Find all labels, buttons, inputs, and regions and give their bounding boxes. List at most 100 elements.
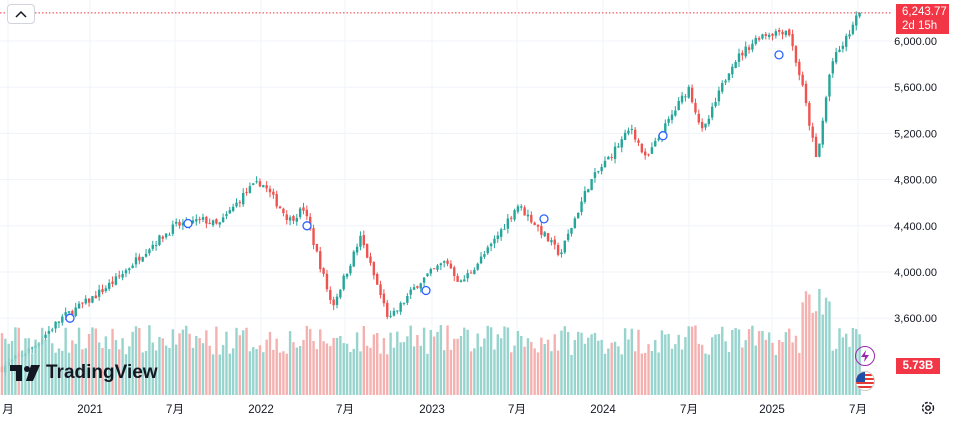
candle-down xyxy=(446,260,449,264)
candle-up xyxy=(563,240,566,253)
volume-bar xyxy=(623,328,627,395)
gear-icon[interactable] xyxy=(918,398,938,418)
volume-bar xyxy=(747,329,751,395)
volume-bar xyxy=(379,353,382,395)
candle-down xyxy=(278,206,282,209)
lightning-glyph xyxy=(861,350,869,362)
candle-down xyxy=(416,286,419,288)
candle-up xyxy=(818,143,821,157)
volume-bar xyxy=(664,334,667,395)
volume-bar xyxy=(556,350,560,395)
candle-up xyxy=(734,62,737,69)
event-marker xyxy=(183,218,193,229)
us-flag-icon[interactable] xyxy=(855,371,875,391)
candle-up xyxy=(77,303,81,309)
candle-up xyxy=(463,279,466,282)
volume-bar xyxy=(412,346,416,395)
volume-bar xyxy=(121,338,124,395)
volume-bar xyxy=(376,332,379,395)
volume-bar xyxy=(386,354,389,395)
volume-bar xyxy=(108,349,111,395)
candle-up xyxy=(459,280,463,283)
candle-up xyxy=(335,296,339,305)
volume-bar xyxy=(530,341,533,395)
candle-up xyxy=(587,189,590,193)
candle-down xyxy=(369,256,372,263)
volume-bar xyxy=(560,330,563,395)
volume-bar xyxy=(791,342,794,395)
candle-up xyxy=(714,101,717,107)
volume-bar xyxy=(778,340,781,395)
volume-bar xyxy=(345,343,349,395)
volume-bar xyxy=(697,343,700,395)
volume-bar xyxy=(302,340,305,395)
tradingview-logo[interactable]: TradingView xyxy=(10,362,158,384)
volume-bar xyxy=(399,342,402,395)
candle-up xyxy=(838,49,841,52)
candle-up xyxy=(657,138,660,141)
candle-up xyxy=(499,229,503,237)
volume-bar xyxy=(235,327,238,395)
candle-down xyxy=(238,202,242,204)
volume-bar xyxy=(469,351,473,395)
volume-bar xyxy=(771,342,774,395)
candle-down xyxy=(362,235,365,246)
volume-bar xyxy=(104,336,108,395)
candle-up xyxy=(570,227,573,234)
volume-bar xyxy=(161,338,164,395)
volume-bar xyxy=(617,346,620,395)
candle-up xyxy=(483,254,486,257)
candle-up xyxy=(506,218,510,229)
candle-up xyxy=(751,43,754,50)
volume-bar xyxy=(171,329,175,395)
volume-bar xyxy=(751,325,754,395)
candle-up xyxy=(74,307,77,316)
volume-bar xyxy=(416,335,419,395)
volume-bar xyxy=(650,351,654,395)
candle-up xyxy=(211,220,215,226)
volume-bar xyxy=(543,344,546,395)
volume-bar xyxy=(265,339,268,395)
candle-up xyxy=(225,214,228,217)
volume-bar xyxy=(77,327,81,395)
candle-up xyxy=(409,289,412,295)
time-axis-label: 月 xyxy=(2,404,14,416)
candle-up xyxy=(489,243,493,247)
candle-up xyxy=(164,233,168,238)
volume-bar xyxy=(473,348,476,395)
volume-bar xyxy=(319,329,322,395)
volume-bar xyxy=(94,328,97,395)
candle-up xyxy=(855,15,858,26)
candle-down xyxy=(208,222,211,224)
volume-bar xyxy=(362,325,365,395)
candle-up xyxy=(667,118,670,123)
candle-down xyxy=(814,136,818,157)
candle-down xyxy=(523,207,526,216)
candle-up xyxy=(128,268,131,271)
volume-bar xyxy=(489,327,493,395)
candle-down xyxy=(449,263,453,269)
volume-bar xyxy=(322,341,325,395)
volume-bar xyxy=(432,336,436,395)
candle-up xyxy=(154,245,158,247)
candle-up xyxy=(670,114,674,120)
chevron-up-icon xyxy=(15,10,27,18)
lightning-icon[interactable] xyxy=(855,346,875,366)
candle-up xyxy=(345,273,349,277)
volume-bar xyxy=(215,326,218,395)
collapse-button[interactable] xyxy=(7,4,35,24)
volume-bar xyxy=(81,349,84,395)
candle-down xyxy=(530,214,533,223)
candle-up xyxy=(84,298,87,304)
candle-up xyxy=(834,52,838,63)
candle-up xyxy=(195,219,198,222)
candle-down xyxy=(469,272,473,274)
volume-bar xyxy=(694,325,697,395)
volume-bar xyxy=(272,349,275,395)
candle-up xyxy=(577,212,580,219)
candle-up xyxy=(513,210,516,220)
volume-bar xyxy=(540,337,543,395)
volume-bar xyxy=(845,333,848,395)
volume-bar xyxy=(37,342,41,395)
